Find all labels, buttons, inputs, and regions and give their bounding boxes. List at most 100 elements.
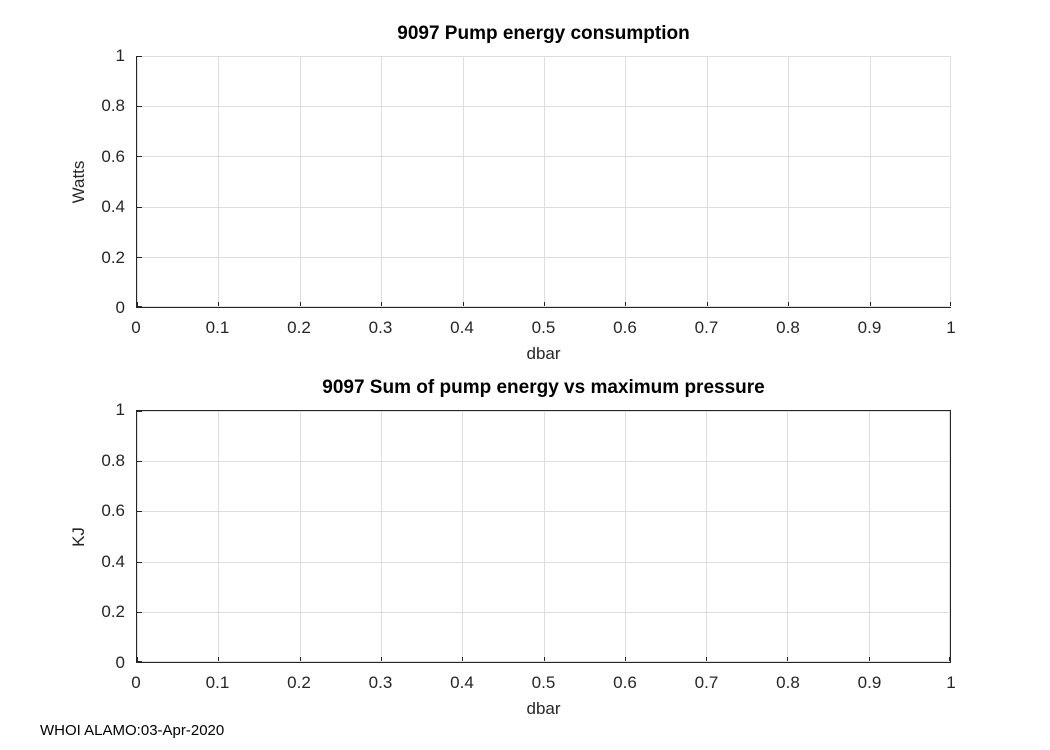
x-tick-label: 0.2 xyxy=(287,673,311,692)
tick-mark-x xyxy=(706,657,708,662)
x-tick-label: 0.7 xyxy=(694,318,719,337)
y-tick-label: 1 xyxy=(115,46,125,65)
tick-mark-x xyxy=(299,657,301,662)
tick-mark-y xyxy=(137,206,142,208)
grid-line-y xyxy=(137,156,951,158)
tick-mark-y xyxy=(137,511,142,513)
y-tick-label: 0 xyxy=(115,298,125,317)
tick-mark-x xyxy=(706,302,708,307)
x-tick-label: 0.6 xyxy=(613,318,637,337)
tick-mark-y xyxy=(137,56,142,57)
grid-line-x xyxy=(950,56,951,307)
x-tick-label: 0.5 xyxy=(531,318,556,337)
plot-area xyxy=(136,410,951,663)
grid-line-y xyxy=(137,411,950,412)
x-tick-label: 0.5 xyxy=(531,673,556,692)
tick-mark-x xyxy=(380,657,382,662)
tick-mark-x xyxy=(787,657,789,662)
x-tick-label: 0.1 xyxy=(205,673,230,692)
tick-mark-x xyxy=(868,657,870,662)
plot-title: 9097 Pump energy consumption xyxy=(397,23,690,44)
x-tick-label: 1 xyxy=(946,318,956,337)
y-axis-label: KJ xyxy=(69,526,88,547)
x-tick-label: 0.3 xyxy=(368,318,393,337)
y-tick-label: 0.6 xyxy=(101,501,125,521)
grid-line-y xyxy=(137,661,950,662)
grid-line-y xyxy=(137,256,951,258)
tick-mark-y xyxy=(137,561,142,563)
tick-mark-y xyxy=(137,156,142,158)
tick-mark-x xyxy=(624,657,626,662)
plot-sum-pump-energy: 9097 Sum of pump energy vs maximum press… xyxy=(69,377,956,718)
tick-mark-y xyxy=(137,661,142,662)
grid-line-x xyxy=(137,411,138,662)
grid-line-y xyxy=(137,106,951,108)
y-tick-label: 0.2 xyxy=(101,247,125,267)
x-tick-label: 0.1 xyxy=(205,318,230,337)
x-tick-label: 1 xyxy=(946,673,956,692)
x-tick-label: 0 xyxy=(131,673,141,692)
grid-line-y xyxy=(137,56,951,57)
tick-mark-x xyxy=(218,302,220,307)
tick-mark-x xyxy=(137,302,138,307)
grid-line-x xyxy=(462,56,464,307)
grid-line-x xyxy=(787,411,789,662)
grid-line-x xyxy=(949,411,950,662)
grid-line-y xyxy=(137,461,950,463)
y-tick-label: 0.8 xyxy=(101,96,125,116)
grid-line-x xyxy=(869,56,871,307)
tick-mark-x xyxy=(462,302,464,307)
y-tick-label: 0.2 xyxy=(101,602,125,622)
tick-mark-y xyxy=(137,461,142,463)
y-tick-label: 1 xyxy=(115,400,125,419)
tick-mark-y xyxy=(137,106,142,108)
tick-mark-x xyxy=(543,657,545,662)
x-tick-label: 0 xyxy=(131,318,141,337)
grid-line-x xyxy=(299,56,301,307)
y-tick-label: 0.6 xyxy=(101,146,125,166)
grid-line-x xyxy=(381,56,383,307)
plot-area xyxy=(136,56,951,308)
tick-mark-x xyxy=(544,302,545,307)
tick-mark-x xyxy=(137,657,138,662)
x-tick-label: 0.8 xyxy=(776,673,800,692)
grid-line-x xyxy=(218,411,220,662)
y-tick-label: 0.4 xyxy=(101,197,125,217)
plot-pump-energy: 9097 Pump energy consumption Watts dbar … xyxy=(69,23,956,363)
grid-line-x xyxy=(299,411,301,662)
x-tick-label: 0.4 xyxy=(450,318,474,337)
tick-mark-x xyxy=(299,302,301,307)
x-tick-label: 0.7 xyxy=(694,673,719,692)
tick-mark-y xyxy=(137,306,142,307)
grid-line-y xyxy=(137,511,950,513)
grid-line-y xyxy=(137,306,951,307)
y-tick-label: 0.8 xyxy=(101,450,125,470)
grid-line-y xyxy=(137,611,950,613)
x-tick-label: 0.9 xyxy=(857,673,882,692)
x-axis-label: dbar xyxy=(526,344,561,363)
grid-line-x xyxy=(137,56,138,307)
y-tick-label: 0.4 xyxy=(101,551,125,571)
x-tick-label: 0.6 xyxy=(613,673,637,692)
tick-mark-x xyxy=(869,302,871,307)
y-axis-label: Watts xyxy=(69,160,88,204)
tick-mark-x xyxy=(381,302,383,307)
tick-mark-x xyxy=(949,657,950,662)
tick-mark-x xyxy=(788,302,790,307)
grid-line-x xyxy=(624,411,626,662)
x-tick-label: 0.8 xyxy=(776,318,800,337)
grid-line-y xyxy=(137,206,951,208)
grid-line-x xyxy=(706,411,708,662)
footer-text: WHOI ALAMO:03-Apr-2020 xyxy=(40,722,225,739)
grid-line-x xyxy=(788,56,790,307)
tick-mark-x xyxy=(218,657,220,662)
tick-mark-x xyxy=(462,657,464,662)
x-tick-label: 0.4 xyxy=(450,673,474,692)
grid-line-x xyxy=(544,56,545,307)
grid-line-x xyxy=(543,411,545,662)
tick-mark-y xyxy=(137,256,142,258)
x-tick-label: 0.3 xyxy=(368,673,393,692)
tick-mark-x xyxy=(625,302,627,307)
plot-title: 9097 Sum of pump energy vs maximum press… xyxy=(322,377,765,398)
